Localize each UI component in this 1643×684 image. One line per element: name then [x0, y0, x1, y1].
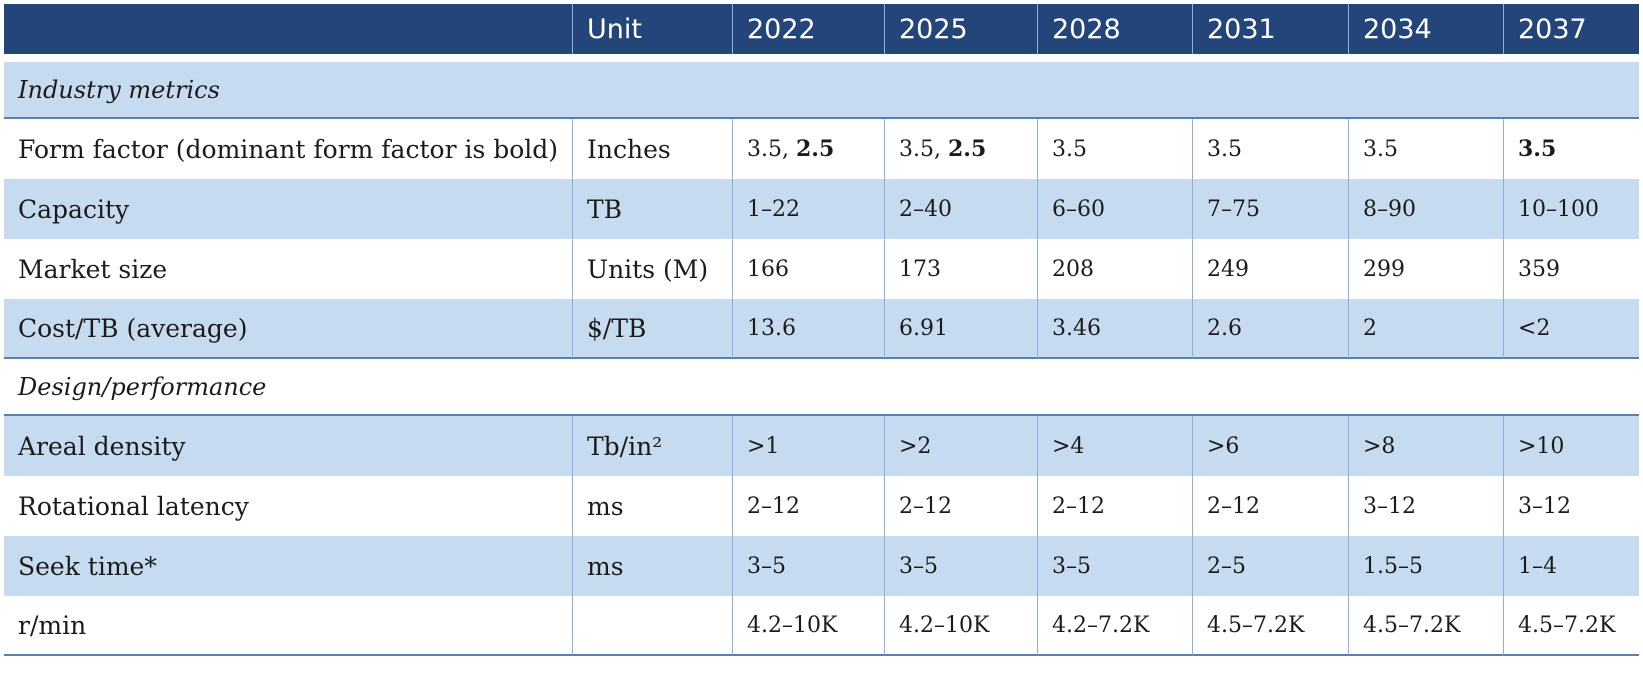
- table-cell: 6–60: [1038, 179, 1193, 239]
- table-cell: 4.5–7.2K: [1193, 596, 1349, 656]
- table-cell: <2: [1504, 299, 1639, 359]
- header-year: 2022: [733, 4, 885, 54]
- table-row: Rotational latency ms 2–12 2–12 2–12 2–1…: [4, 476, 1639, 536]
- header-unit: Unit: [573, 4, 733, 54]
- table-cell: 3–12: [1349, 476, 1504, 536]
- table-cell: 2–5: [1193, 536, 1349, 596]
- row-unit: Tb/in²: [573, 416, 733, 476]
- table-row: Form factor (dominant form factor is bol…: [4, 119, 1639, 179]
- table-cell: 3.5: [1038, 119, 1193, 179]
- table-cell: 3.5: [1349, 119, 1504, 179]
- row-label: Market size: [4, 239, 573, 299]
- row-label: Cost/TB (average): [4, 299, 573, 359]
- section-title: Design/performance: [4, 359, 1639, 416]
- table-cell: 208: [1038, 239, 1193, 299]
- table-cell: 2–40: [885, 179, 1038, 239]
- table-cell: 249: [1193, 239, 1349, 299]
- spacer-row: [4, 54, 1639, 62]
- table-cell: 8–90: [1349, 179, 1504, 239]
- table-cell: 3.5: [1504, 119, 1639, 179]
- table-cell: 299: [1349, 239, 1504, 299]
- table-row: Cost/TB (average) $/TB 13.6 6.91 3.46 2.…: [4, 299, 1639, 359]
- table-cell: 1–22: [733, 179, 885, 239]
- row-unit: Units (M): [573, 239, 733, 299]
- table-cell: 166: [733, 239, 885, 299]
- table-cell: 3–12: [1504, 476, 1639, 536]
- table-cell: >4: [1038, 416, 1193, 476]
- row-unit: TB: [573, 179, 733, 239]
- section-title: Industry metrics: [4, 62, 1639, 119]
- header-row: Unit 2022 2025 2028 2031 2034 2037: [4, 4, 1639, 54]
- table-cell: 173: [885, 239, 1038, 299]
- header-year: 2031: [1193, 4, 1349, 54]
- row-unit: [573, 596, 733, 656]
- row-label: Areal density: [4, 416, 573, 476]
- row-label: r/min: [4, 596, 573, 656]
- table-cell: >2: [885, 416, 1038, 476]
- table-body: Industry metrics Form factor (dominant f…: [4, 54, 1639, 656]
- row-label: Rotational latency: [4, 476, 573, 536]
- table-cell: 2–12: [885, 476, 1038, 536]
- table-cell: >8: [1349, 416, 1504, 476]
- table-row: Seek time* ms 3–5 3–5 3–5 2–5 1.5–5 1–4: [4, 536, 1639, 596]
- table-header: Unit 2022 2025 2028 2031 2034 2037: [4, 4, 1639, 54]
- table-cell: 3.5, 2.5: [733, 119, 885, 179]
- table-cell: >1: [733, 416, 885, 476]
- roadmap-table-container: Unit 2022 2025 2028 2031 2034 2037 Indus…: [4, 4, 1639, 656]
- header-year: 2034: [1349, 4, 1504, 54]
- table-cell: 4.2–7.2K: [1038, 596, 1193, 656]
- table-cell: 4.5–7.2K: [1349, 596, 1504, 656]
- section-header-row: Design/performance: [4, 359, 1639, 416]
- table-cell: >6: [1193, 416, 1349, 476]
- header-year: 2025: [885, 4, 1038, 54]
- roadmap-table: Unit 2022 2025 2028 2031 2034 2037 Indus…: [4, 4, 1639, 656]
- table-cell: 4.5–7.2K: [1504, 596, 1639, 656]
- table-cell: 7–75: [1193, 179, 1349, 239]
- header-year: 2037: [1504, 4, 1639, 54]
- table-cell: 359: [1504, 239, 1639, 299]
- row-label: Seek time*: [4, 536, 573, 596]
- table-row: Capacity TB 1–22 2–40 6–60 7–75 8–90 10–…: [4, 179, 1639, 239]
- table-cell: 1.5–5: [1349, 536, 1504, 596]
- table-row: Areal density Tb/in² >1 >2 >4 >6 >8 >10: [4, 416, 1639, 476]
- table-cell: 3.5, 2.5: [885, 119, 1038, 179]
- row-unit: ms: [573, 476, 733, 536]
- table-cell: 4.2–10K: [885, 596, 1038, 656]
- table-cell: 13.6: [733, 299, 885, 359]
- table-cell: >10: [1504, 416, 1639, 476]
- table-cell: 3.5: [1193, 119, 1349, 179]
- table-cell: 3.46: [1038, 299, 1193, 359]
- table-cell: 6.91: [885, 299, 1038, 359]
- row-unit: ms: [573, 536, 733, 596]
- row-label: Capacity: [4, 179, 573, 239]
- table-cell: 3–5: [733, 536, 885, 596]
- header-blank-cell: [4, 4, 573, 54]
- table-cell: 4.2–10K: [733, 596, 885, 656]
- section-header-row: Industry metrics: [4, 62, 1639, 119]
- table-cell: 2.6: [1193, 299, 1349, 359]
- table-row: Market size Units (M) 166 173 208 249 29…: [4, 239, 1639, 299]
- table-cell: 3–5: [1038, 536, 1193, 596]
- row-unit: $/TB: [573, 299, 733, 359]
- table-row: r/min 4.2–10K 4.2–10K 4.2–7.2K 4.5–7.2K …: [4, 596, 1639, 656]
- table-cell: 10–100: [1504, 179, 1639, 239]
- table-cell: 3–5: [885, 536, 1038, 596]
- header-year: 2028: [1038, 4, 1193, 54]
- table-cell: 2–12: [1038, 476, 1193, 536]
- row-label: Form factor (dominant form factor is bol…: [4, 119, 573, 179]
- table-cell: 2–12: [1193, 476, 1349, 536]
- row-unit: Inches: [573, 119, 733, 179]
- table-cell: 1–4: [1504, 536, 1639, 596]
- table-cell: 2–12: [733, 476, 885, 536]
- table-cell: 2: [1349, 299, 1504, 359]
